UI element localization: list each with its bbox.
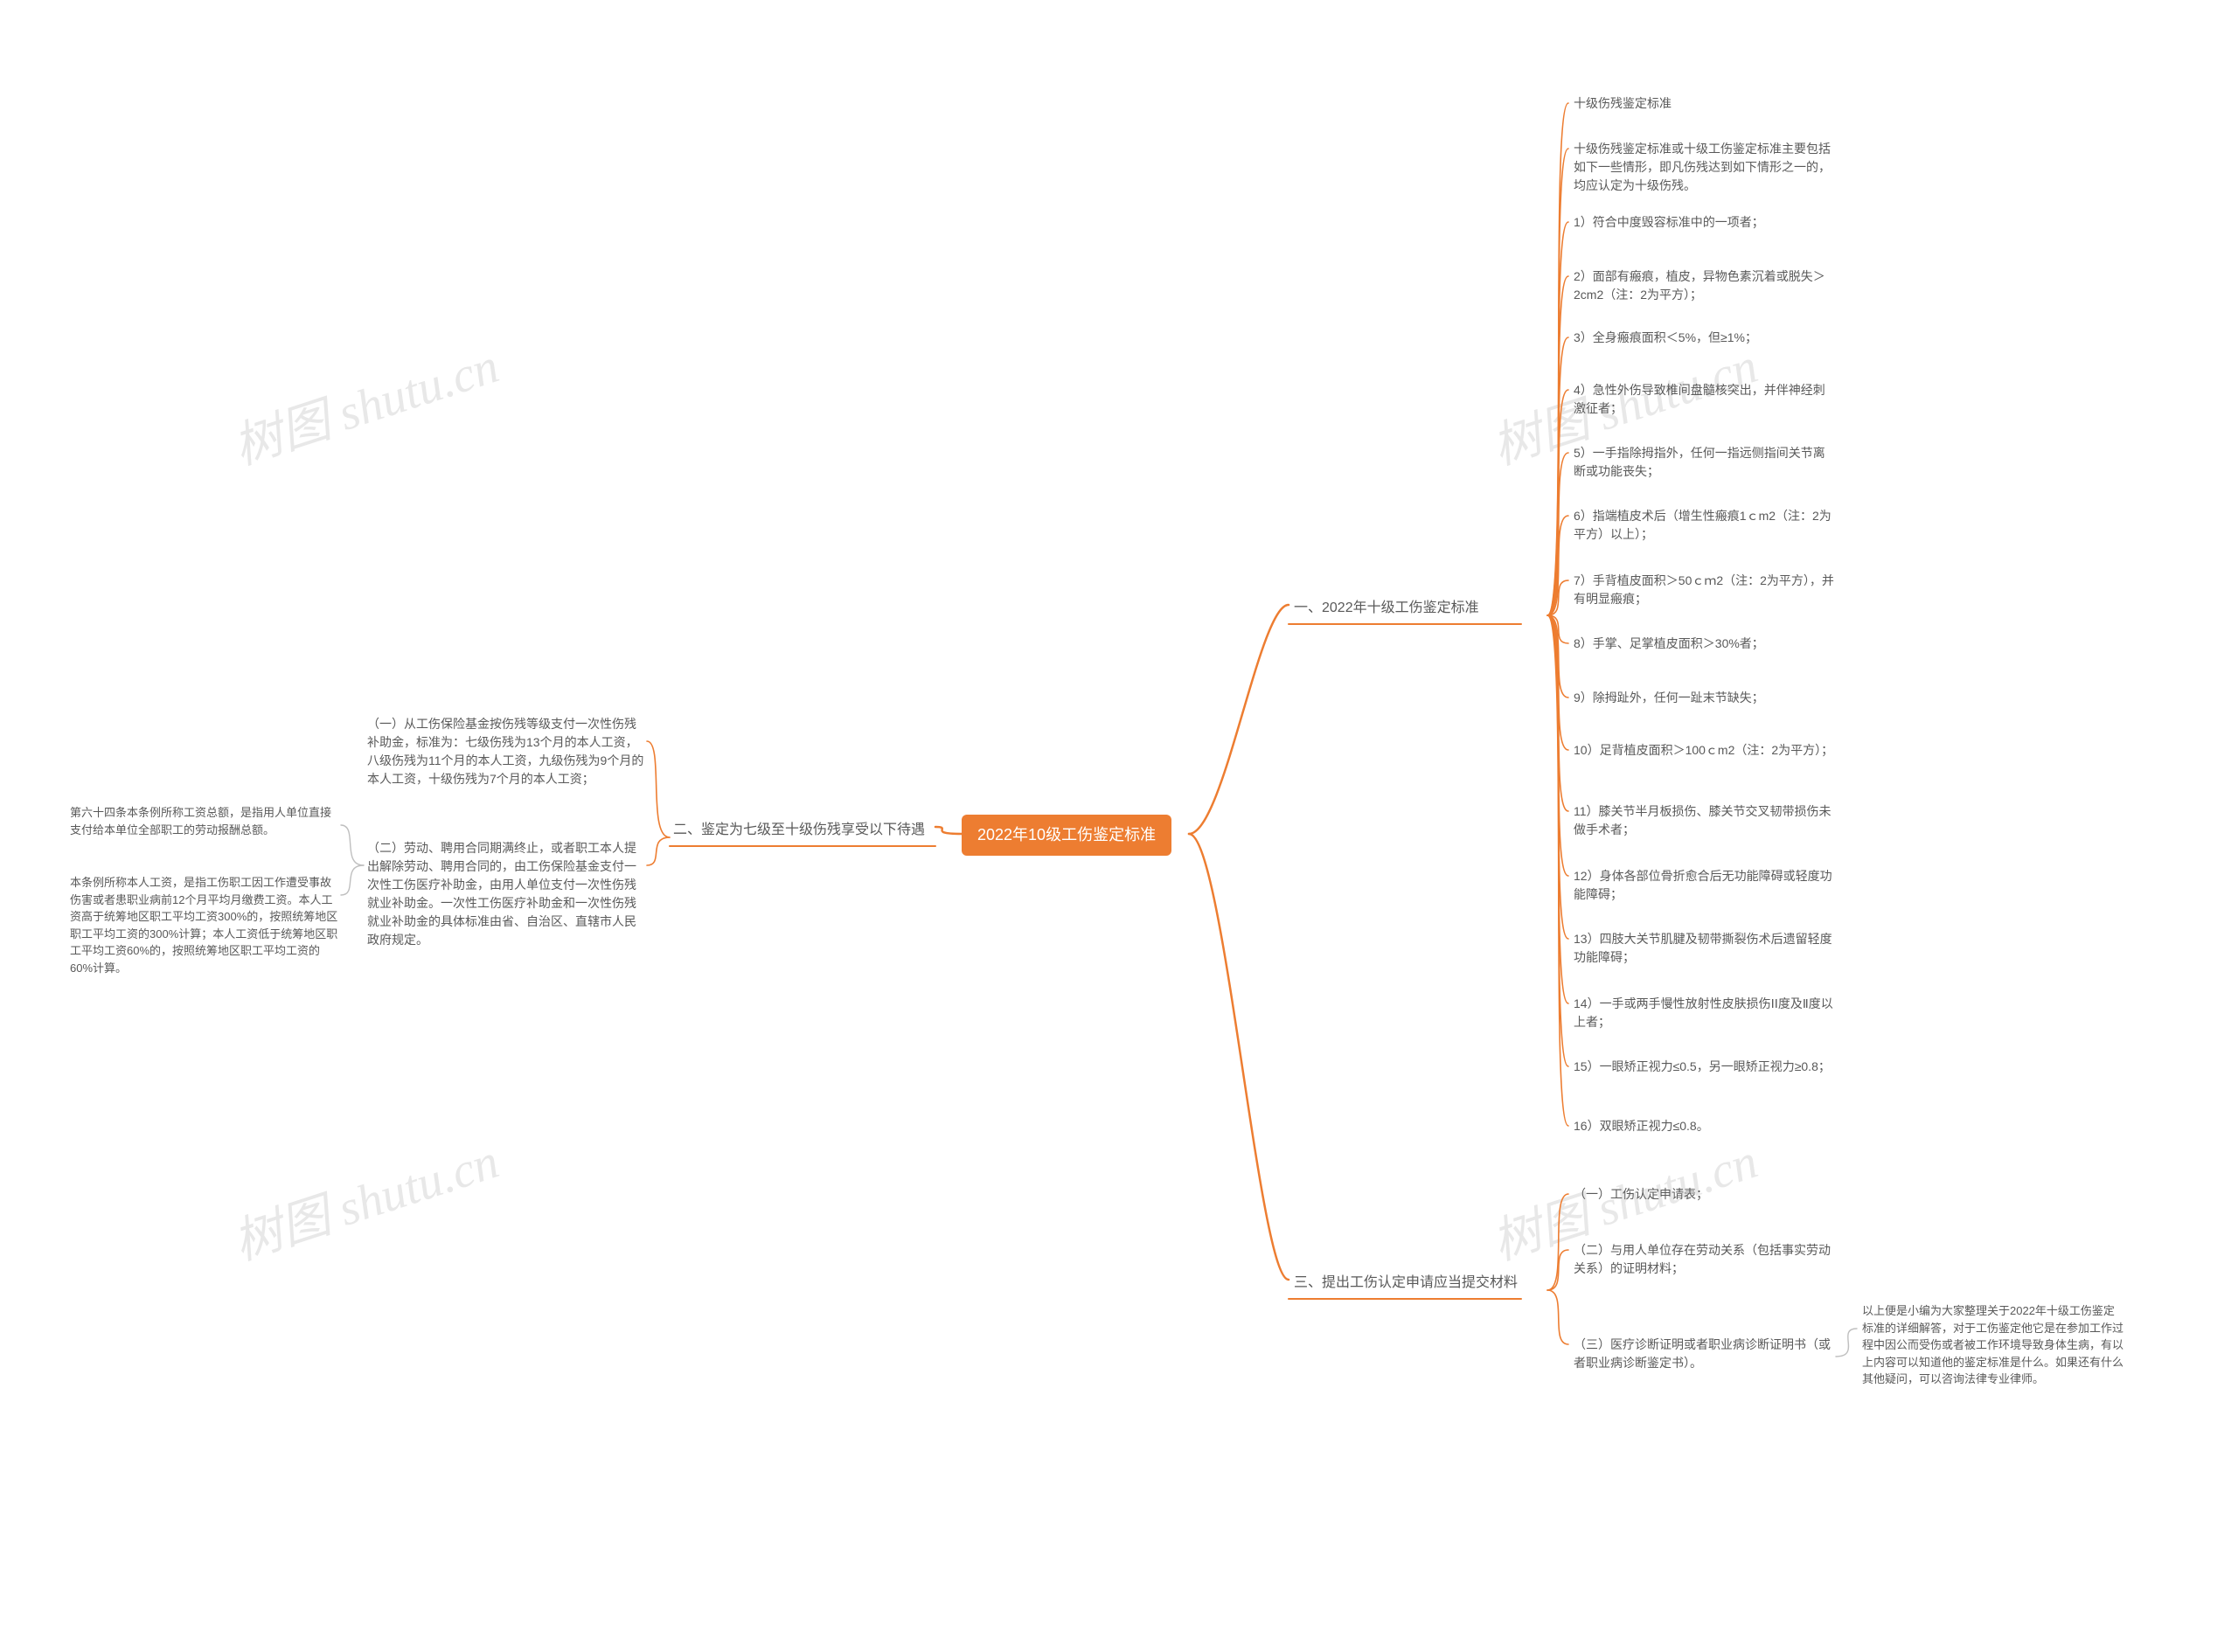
branch-node-right-1[interactable]: 三、提出工伤认定申请应当提交材料 (1294, 1267, 1518, 1299)
branch-node-left-0[interactable]: 二、鉴定为七级至十级伤残享受以下待遇 (673, 815, 925, 846)
leaf-node[interactable]: 15）一眼矫正视力≤0.5，另一眼矫正视力≥0.8； (1574, 1058, 1831, 1076)
leaf-node[interactable]: （一）从工伤保险基金按伤残等级支付一次性伤残补助金，标准为：七级伤残为13个月的… (367, 715, 647, 788)
leaf-node[interactable]: 1）符合中度毁容标准中的一项者； (1574, 213, 1764, 232)
center-node[interactable]: 2022年10级工伤鉴定标准 (962, 815, 1171, 856)
leaf-node[interactable]: （二）与用人单位存在劳动关系（包括事实劳动关系）的证明材料； (1574, 1241, 1836, 1278)
branch-node-right-0[interactable]: 一、2022年十级工伤鉴定标准 (1294, 593, 1479, 624)
leaf-node[interactable]: 7）手背植皮面积＞50ｃｍ2（注：2为平方），并有明显瘢痕； (1574, 572, 1836, 608)
leaf-node[interactable]: 十级伤残鉴定标准 (1574, 94, 1672, 113)
leaf-node[interactable]: 十级伤残鉴定标准或十级工伤鉴定标准主要包括如下一些情形，即凡伤残达到如下情形之一… (1574, 140, 1836, 195)
leaf-node[interactable]: （二）劳动、聘用合同期满终止，或者职工本人提出解除劳动、聘用合同的，由工伤保险基… (367, 839, 647, 949)
leaf-node[interactable]: 14）一手或两手慢性放射性皮肤损伤ⅠⅠ度及Ⅱ度以上者； (1574, 995, 1836, 1031)
watermark: 树图 shutu.cn (223, 1121, 506, 1274)
leaf-node[interactable]: 16）双眼矫正视力≤0.8。 (1574, 1117, 1709, 1135)
leaf-node[interactable]: 2）面部有瘢痕，植皮，异物色素沉着或脱失＞2cm2（注：2为平方）； (1574, 267, 1836, 304)
detail-node[interactable]: 本条例所称本人工资，是指工伤职工因工作遭受事故伤害或者患职业病前12个月平均月缴… (70, 874, 341, 976)
watermark: 树图 shutu.cn (223, 326, 506, 478)
leaf-node[interactable]: 5）一手指除拇指外，任何一指远侧指间关节离断或功能丧失； (1574, 444, 1836, 481)
leaf-node[interactable]: 4）急性外伤导致椎间盘髓核突出，并伴神经刺激征者； (1574, 381, 1836, 418)
leaf-node[interactable]: 8）手掌、足掌植皮面积＞30%者； (1574, 635, 1764, 653)
leaf-node[interactable]: （三）医疗诊断证明或者职业病诊断证明书（或者职业病诊断鉴定书）。 (1574, 1336, 1836, 1372)
leaf-node[interactable]: 13）四肢大关节肌腱及韧带撕裂伤术后遗留轻度功能障碍； (1574, 930, 1836, 967)
leaf-node[interactable]: 6）指端植皮术后（增生性瘢痕1ｃm2（注：2为平方）以上）； (1574, 507, 1836, 544)
leaf-node[interactable]: 12）身体各部位骨折愈合后无功能障碍或轻度功能障碍； (1574, 867, 1836, 904)
leaf-node[interactable]: 3）全身瘢痕面积＜5%，但≥1%； (1574, 329, 1757, 347)
leaf-node[interactable]: 10）足背植皮面积＞100ｃm2（注：2为平方）； (1574, 741, 1833, 760)
leaf-node[interactable]: 11）膝关节半月板损伤、膝关节交叉韧带损伤未做手术者； (1574, 802, 1836, 839)
detail-node[interactable]: 以上便是小编为大家整理关于2022年十级工伤鉴定标准的详细解答，对于工伤鉴定他它… (1862, 1302, 2124, 1388)
detail-node[interactable]: 第六十四条本条例所称工资总额，是指用人单位直接支付给本单位全部职工的劳动报酬总额… (70, 804, 341, 838)
leaf-node[interactable]: 9）除拇趾外，任何一趾末节缺失； (1574, 689, 1764, 707)
mindmap-canvas: 树图 shutu.cn 树图 shutu.cn 树图 shutu.cn 树图 s… (0, 0, 2238, 1652)
leaf-node[interactable]: （一）工伤认定申请表； (1574, 1185, 1708, 1204)
